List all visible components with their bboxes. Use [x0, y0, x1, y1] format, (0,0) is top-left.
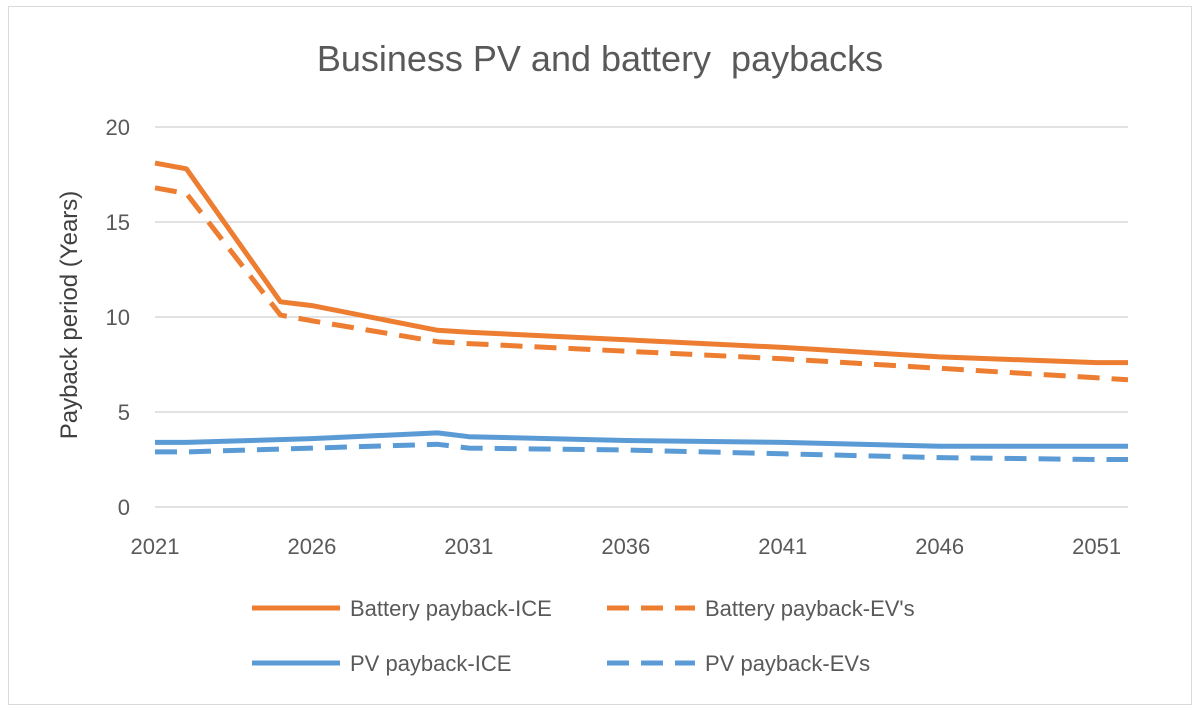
x-tick-label: 2036	[601, 534, 650, 559]
legend-label-1: Battery payback-ICE	[350, 596, 552, 621]
x-tick-label: 2021	[131, 534, 180, 559]
legend-label-2: Battery payback-EV's	[705, 596, 915, 621]
legend-label-4: PV payback-EVs	[705, 651, 870, 676]
x-tick-label: 2026	[287, 534, 336, 559]
legend-label-3: PV payback-ICE	[350, 651, 511, 676]
chart-frame	[8, 6, 1192, 705]
y-tick-label: 10	[106, 305, 130, 330]
x-tick-label: 2051	[1072, 534, 1121, 559]
y-tick-label: 20	[106, 115, 130, 140]
series-line-2	[154, 185, 1129, 383]
series-line-1	[154, 160, 1128, 366]
x-tick-label: 2046	[915, 534, 964, 559]
chart-title: Business PV and battery paybacks	[316, 38, 884, 79]
y-tick-label: 0	[118, 495, 130, 520]
x-tick-label: 2031	[444, 534, 493, 559]
x-tick-label: 2041	[758, 534, 807, 559]
series-line-4	[155, 441, 1128, 462]
y-tick-label: 5	[118, 400, 130, 425]
y-tick-label: 15	[106, 210, 130, 235]
series-line-3	[155, 430, 1128, 449]
